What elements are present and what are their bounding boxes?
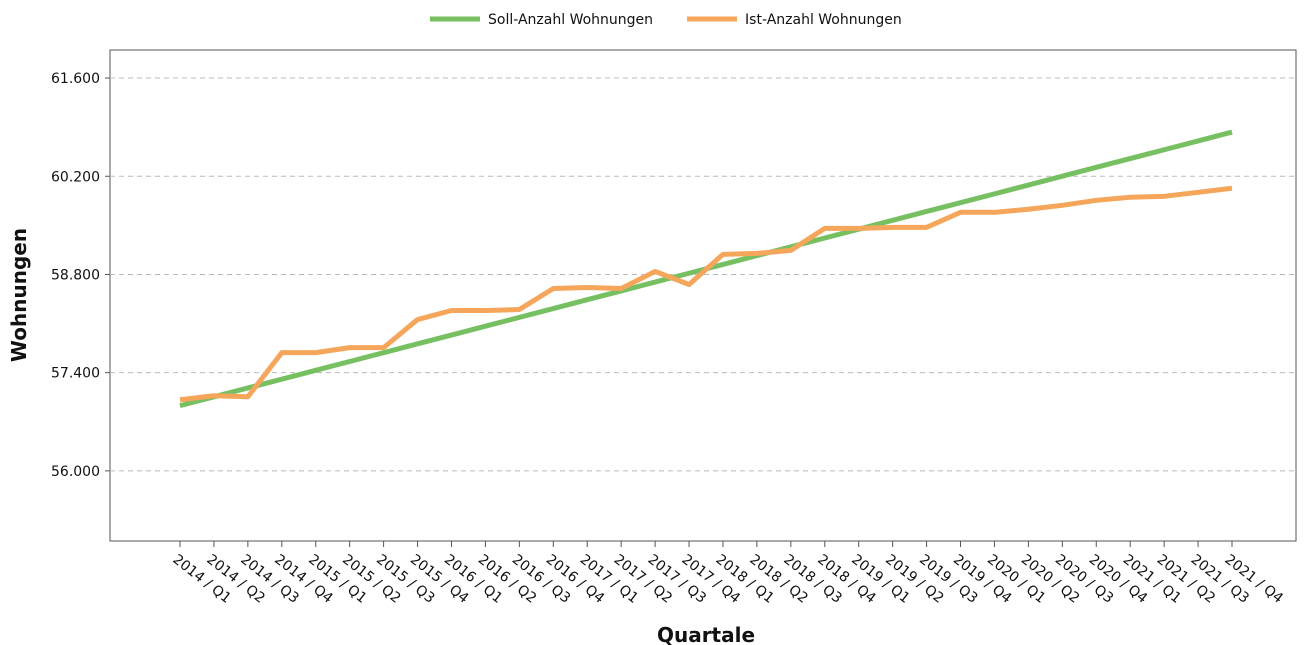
y-tick-label: 60.200: [51, 169, 100, 185]
legend-label: Soll-Anzahl Wohnungen: [488, 12, 653, 28]
plot-frame: [109, 49, 1297, 542]
data-line: [179, 185, 1233, 403]
y-tick-label: 56.000: [51, 464, 100, 480]
y-tick-label: 58.800: [51, 267, 100, 283]
legend-label: Ist-Anzahl Wohnungen: [745, 12, 902, 28]
y-tick-label: 61.600: [51, 71, 100, 87]
x-axis-label: Quartale: [657, 623, 755, 645]
y-axis-label: Wohnungen: [7, 228, 31, 362]
y-tick-label: 57.400: [51, 366, 100, 382]
